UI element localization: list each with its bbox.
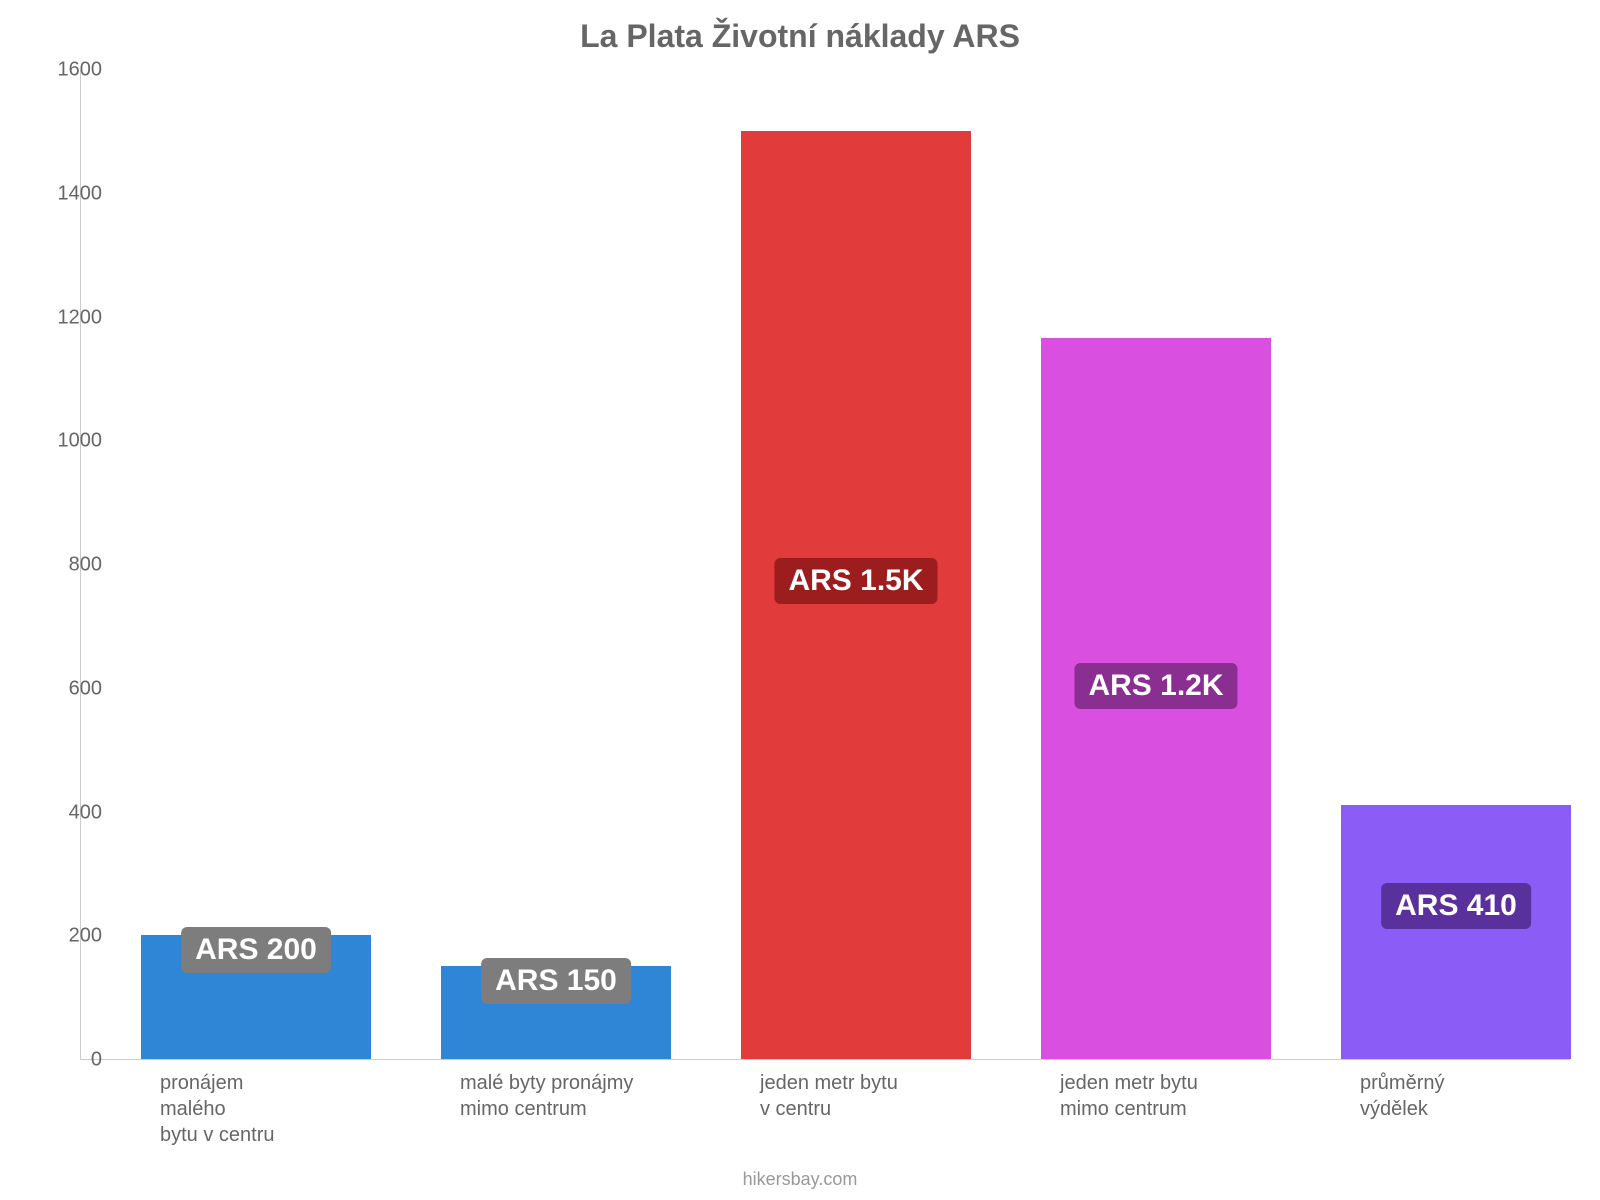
y-tick-label: 400 [22, 801, 102, 824]
x-axis-label: pronájemmaléhobytu v centru [160, 1070, 420, 1148]
x-axis-label: jeden metr bytuv centru [760, 1070, 1020, 1122]
y-tick-label: 1000 [22, 430, 102, 453]
y-tick-label: 0 [22, 1049, 102, 1072]
y-tick-label: 1600 [22, 59, 102, 82]
value-badge: ARS 150 [481, 958, 631, 1004]
value-badge: ARS 200 [181, 927, 331, 973]
y-tick-label: 800 [22, 554, 102, 577]
value-badge: ARS 410 [1381, 883, 1531, 929]
bar [1341, 805, 1571, 1059]
value-badge: ARS 1.2K [1074, 663, 1237, 709]
y-tick-label: 200 [22, 925, 102, 948]
y-tick-label: 1200 [22, 306, 102, 329]
chart-container: La Plata Životní náklady ARS ARS 200ARS … [0, 0, 1600, 1200]
value-badge: ARS 1.5K [774, 558, 937, 604]
y-tick-label: 600 [22, 677, 102, 700]
attribution-text: hikersbay.com [0, 1169, 1600, 1190]
chart-title: La Plata Životní náklady ARS [0, 18, 1600, 55]
x-axis-label: jeden metr bytumimo centrum [1060, 1070, 1320, 1122]
x-axis-label: malé byty pronájmymimo centrum [460, 1070, 720, 1122]
y-tick-label: 1400 [22, 182, 102, 205]
x-axis-label: průměrnývýdělek [1360, 1070, 1600, 1122]
plot-area: ARS 200 ARS 150 ARS 1.5K ARS 1.2K ARS 410 [80, 70, 1570, 1060]
